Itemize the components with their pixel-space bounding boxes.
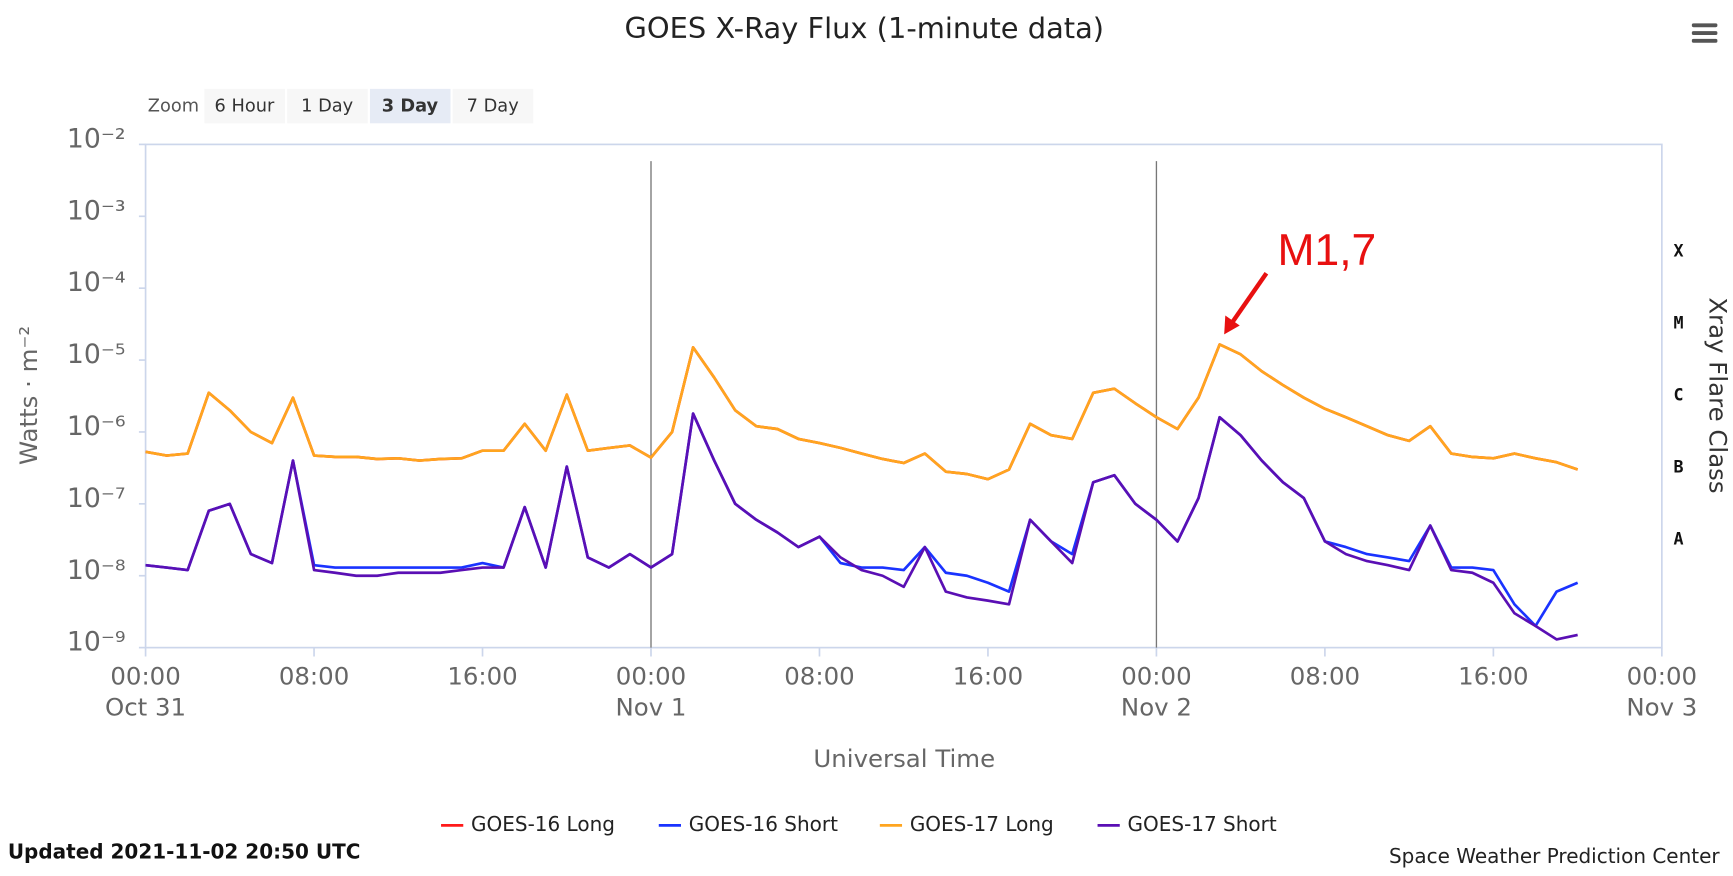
zoom-button-label: 3 Day bbox=[382, 97, 439, 117]
y-tick-label: 10⁻⁴ bbox=[67, 267, 126, 298]
zoom-button-label: 6 Hour bbox=[215, 97, 275, 117]
menu-bar bbox=[1691, 23, 1718, 28]
y2-axis-label: Xray Flare Class bbox=[1703, 297, 1732, 493]
y2-class-label: B bbox=[1674, 457, 1684, 476]
x-axis-label: Universal Time bbox=[813, 744, 995, 773]
zoom-button-label: 7 Day bbox=[467, 97, 519, 117]
y-tick-label: 10⁻² bbox=[67, 123, 126, 154]
annotation-arrow bbox=[1229, 271, 1269, 326]
x-tick-label: 00:00 bbox=[1627, 662, 1697, 691]
zoom-button[interactable]: 7 Day bbox=[452, 88, 534, 124]
series-line bbox=[145, 412, 1578, 641]
zoom-button-label: 1 Day bbox=[301, 97, 353, 117]
series-line bbox=[145, 412, 1579, 628]
x-tick-label: 08:00 bbox=[784, 662, 854, 691]
x-tick-label: 08:00 bbox=[279, 662, 349, 691]
chart-title: GOES X-Ray Flux (1-minute data) bbox=[624, 11, 1104, 45]
y-tick-label: 10⁻⁶ bbox=[67, 411, 126, 442]
updated-text: Updated 2021-11-02 20:50 UTC bbox=[8, 840, 361, 864]
legend-item[interactable]: GOES-16 Long bbox=[441, 812, 615, 836]
x-tick-label: 00:00 bbox=[616, 662, 686, 691]
y-tick-label: 10⁻⁵ bbox=[67, 339, 126, 370]
x-tick-label: 08:00 bbox=[1290, 662, 1360, 691]
legend-item[interactable]: GOES-17 Short bbox=[1097, 812, 1277, 836]
menu-bar bbox=[1691, 38, 1718, 43]
legend-label: GOES-16 Long bbox=[471, 812, 615, 836]
menu-bar bbox=[1691, 31, 1718, 35]
zoom-button-bg bbox=[204, 88, 285, 124]
zoom-button[interactable]: 3 Day bbox=[369, 88, 451, 124]
legend-label: GOES-17 Long bbox=[910, 812, 1054, 836]
y2-class-label: C bbox=[1674, 386, 1684, 405]
x-tick-label: 00:00 bbox=[110, 662, 180, 691]
zoom-button-bg bbox=[287, 88, 368, 124]
zoom-button-bg bbox=[369, 88, 451, 124]
series-line bbox=[145, 343, 1579, 481]
y-tick-label: 10⁻⁷ bbox=[67, 483, 126, 514]
x-date-label: Nov 1 bbox=[616, 693, 687, 722]
zoom-button[interactable]: 1 Day bbox=[287, 88, 368, 124]
x-tick-label: 16:00 bbox=[953, 662, 1023, 691]
plot-border bbox=[144, 143, 1663, 649]
legend-item[interactable]: GOES-17 Long bbox=[879, 812, 1054, 836]
legend-label: GOES-16 Short bbox=[689, 812, 838, 836]
y-tick-label: 10⁻⁹ bbox=[67, 627, 126, 658]
x-date-label: Nov 2 bbox=[1121, 693, 1192, 722]
y2-class-label: M bbox=[1674, 314, 1684, 333]
x-date-label: Nov 3 bbox=[1626, 693, 1697, 722]
legend-item[interactable]: GOES-16 Short bbox=[658, 812, 838, 836]
credit-text: Space Weather Prediction Center bbox=[1389, 844, 1720, 868]
y-tick-label: 10⁻³ bbox=[67, 195, 126, 226]
legend-label: GOES-17 Short bbox=[1128, 812, 1277, 836]
x-tick-label: 00:00 bbox=[1121, 662, 1191, 691]
y2-class-label: A bbox=[1674, 529, 1684, 548]
y2-class-label: X bbox=[1674, 242, 1684, 261]
annotation: M1,7 bbox=[1278, 226, 1377, 275]
zoom-button[interactable]: 6 Hour bbox=[204, 88, 285, 124]
x-tick-label: 16:00 bbox=[447, 662, 517, 691]
menu-button[interactable] bbox=[1691, 23, 1718, 43]
zoom-label: Zoom bbox=[148, 97, 199, 117]
annotation-arrowhead bbox=[1224, 315, 1240, 335]
y-tick-label: 10⁻⁸ bbox=[67, 555, 126, 586]
zoom-button-bg bbox=[452, 88, 534, 124]
x-tick-label: 16:00 bbox=[1458, 662, 1528, 691]
y-axis-label: Watts · m⁻² bbox=[14, 326, 43, 465]
x-date-label: Oct 31 bbox=[105, 693, 186, 722]
